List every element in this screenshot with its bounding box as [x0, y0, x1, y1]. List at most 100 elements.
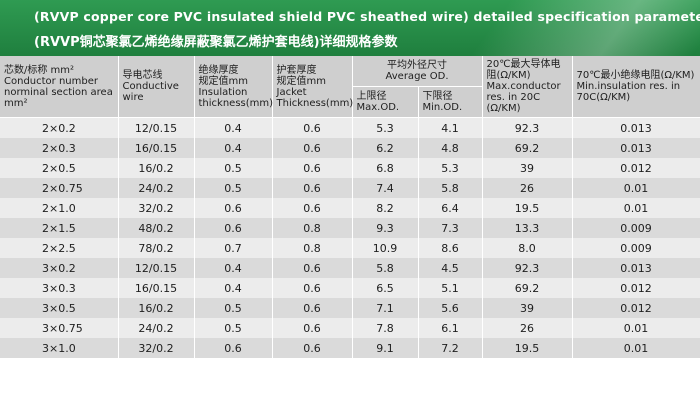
- cell-jacket: 0.6: [272, 178, 353, 198]
- header-conductive-wire: 导电芯线 Conductive wire: [118, 56, 195, 118]
- cell-resistance-20c: 39: [482, 158, 573, 178]
- table-row: 2×1.0 32/0.2 0.6 0.6 8.2 6.4 19.5 0.01: [0, 198, 700, 218]
- cell-spec: 2×0.2: [0, 117, 119, 138]
- cell-insulation: 0.4: [194, 258, 273, 278]
- cell-resistance-20c: 19.5: [482, 198, 573, 218]
- cell-max-od: 6.8: [352, 158, 419, 178]
- cell-min-od: 7.3: [418, 218, 483, 238]
- cell-insulation-res-70c: 0.01: [572, 198, 700, 218]
- cell-max-od: 7.8: [352, 318, 419, 338]
- cell-insulation: 0.7: [194, 238, 273, 258]
- cell-spec: 3×0.5: [0, 298, 119, 318]
- title-english: (RVVP copper core PVC insulated shield P…: [34, 9, 700, 24]
- table-row: 3×0.5 16/0.2 0.5 0.6 7.1 5.6 39 0.012: [0, 298, 700, 318]
- cell-wire: 16/0.2: [118, 298, 195, 318]
- cell-jacket: 0.6: [272, 298, 353, 318]
- cell-insulation-res-70c: 0.012: [572, 298, 700, 318]
- cell-wire: 16/0.15: [118, 278, 195, 298]
- cell-jacket: 0.6: [272, 117, 353, 138]
- cell-spec: 3×0.2: [0, 258, 119, 278]
- cell-max-od: 6.2: [352, 138, 419, 158]
- cell-resistance-20c: 19.5: [482, 338, 573, 358]
- cell-max-od: 5.8: [352, 258, 419, 278]
- cell-insulation: 0.5: [194, 158, 273, 178]
- cell-resistance-20c: 69.2: [482, 278, 573, 298]
- cell-spec: 3×0.3: [0, 278, 119, 298]
- cell-spec: 2×1.0: [0, 198, 119, 218]
- cell-max-od: 9.3: [352, 218, 419, 238]
- cell-min-od: 5.3: [418, 158, 483, 178]
- table-row: 2×0.3 16/0.15 0.4 0.6 6.2 4.8 69.2 0.013: [0, 138, 700, 158]
- header-max-od: 上限径 Max.OD.: [352, 86, 419, 118]
- table-row: 2×0.2 12/0.15 0.4 0.6 5.3 4.1 92.3 0.013: [0, 117, 700, 138]
- header-min-od: 下限径 Min.OD.: [418, 86, 483, 118]
- table-row: 2×2.5 78/0.2 0.7 0.8 10.9 8.6 8.0 0.009: [0, 238, 700, 258]
- cell-spec: 2×0.3: [0, 138, 119, 158]
- cell-insulation-res-70c: 0.012: [572, 158, 700, 178]
- cell-resistance-20c: 8.0: [482, 238, 573, 258]
- cell-insulation: 0.6: [194, 338, 273, 358]
- cell-wire: 24/0.2: [118, 318, 195, 338]
- cell-insulation-res-70c: 0.01: [572, 178, 700, 198]
- cell-spec: 2×0.75: [0, 178, 119, 198]
- cell-jacket: 0.6: [272, 258, 353, 278]
- cell-resistance-20c: 92.3: [482, 258, 573, 278]
- cell-max-od: 5.3: [352, 117, 419, 138]
- cell-insulation: 0.6: [194, 218, 273, 238]
- spec-table: 芯数/标称 mm² Conductor number norminal sect…: [0, 56, 700, 358]
- cell-insulation-res-70c: 0.013: [572, 138, 700, 158]
- cell-min-od: 7.2: [418, 338, 483, 358]
- cell-insulation: 0.4: [194, 278, 273, 298]
- cell-min-od: 6.4: [418, 198, 483, 218]
- cell-jacket: 0.8: [272, 238, 353, 258]
- cell-min-od: 5.1: [418, 278, 483, 298]
- cell-jacket: 0.8: [272, 218, 353, 238]
- cell-wire: 16/0.2: [118, 158, 195, 178]
- header-jacket-thickness: 护套厚度 规定值mm Jacket Thickness(mm): [272, 56, 353, 118]
- cell-insulation-res-70c: 0.013: [572, 258, 700, 278]
- cell-jacket: 0.6: [272, 338, 353, 358]
- cell-spec: 2×0.5: [0, 158, 119, 178]
- cell-wire: 24/0.2: [118, 178, 195, 198]
- cell-resistance-20c: 13.3: [482, 218, 573, 238]
- cell-wire: 32/0.2: [118, 198, 195, 218]
- title-chinese: (RVVP铜芯聚氯乙烯绝缘屏蔽聚氯乙烯护套电线)详细规格参数: [34, 35, 398, 50]
- cell-resistance-20c: 26: [482, 178, 573, 198]
- cell-insulation: 0.4: [194, 117, 273, 138]
- cell-max-od: 9.1: [352, 338, 419, 358]
- cell-resistance-20c: 92.3: [482, 117, 573, 138]
- cell-spec: 2×1.5: [0, 218, 119, 238]
- cell-insulation: 0.5: [194, 298, 273, 318]
- cell-wire: 12/0.15: [118, 117, 195, 138]
- title-banner: (RVVP copper core PVC insulated shield P…: [0, 0, 700, 56]
- cell-resistance-20c: 26: [482, 318, 573, 338]
- cell-wire: 78/0.2: [118, 238, 195, 258]
- cell-wire: 32/0.2: [118, 338, 195, 358]
- cell-spec: 3×1.0: [0, 338, 119, 358]
- cell-jacket: 0.6: [272, 318, 353, 338]
- header-insulation-thickness: 绝缘厚度 规定值mm Insulation thickness(mm): [194, 56, 273, 118]
- cell-jacket: 0.6: [272, 138, 353, 158]
- cell-min-od: 5.6: [418, 298, 483, 318]
- table-row: 3×0.2 12/0.15 0.4 0.6 5.8 4.5 92.3 0.013: [0, 258, 700, 278]
- cell-jacket: 0.6: [272, 158, 353, 178]
- cell-max-od: 6.5: [352, 278, 419, 298]
- cell-insulation-res-70c: 0.012: [572, 278, 700, 298]
- cell-min-od: 5.8: [418, 178, 483, 198]
- cell-wire: 12/0.15: [118, 258, 195, 278]
- cell-spec: 2×2.5: [0, 238, 119, 258]
- cell-insulation-res-70c: 0.01: [572, 318, 700, 338]
- cell-resistance-20c: 39: [482, 298, 573, 318]
- cell-insulation-res-70c: 0.009: [572, 238, 700, 258]
- table-row: 3×1.0 32/0.2 0.6 0.6 9.1 7.2 19.5 0.01: [0, 338, 700, 358]
- cell-max-od: 7.4: [352, 178, 419, 198]
- cell-min-od: 4.1: [418, 117, 483, 138]
- cell-insulation-res-70c: 0.009: [572, 218, 700, 238]
- cell-min-od: 6.1: [418, 318, 483, 338]
- header-min-insulation-resistance: 70℃最小绝缘电阻(Ω/KM) Min.insulation res. in 7…: [572, 56, 700, 118]
- cell-resistance-20c: 69.2: [482, 138, 573, 158]
- cell-min-od: 8.6: [418, 238, 483, 258]
- cell-insulation: 0.4: [194, 138, 273, 158]
- cell-wire: 48/0.2: [118, 218, 195, 238]
- cell-max-od: 8.2: [352, 198, 419, 218]
